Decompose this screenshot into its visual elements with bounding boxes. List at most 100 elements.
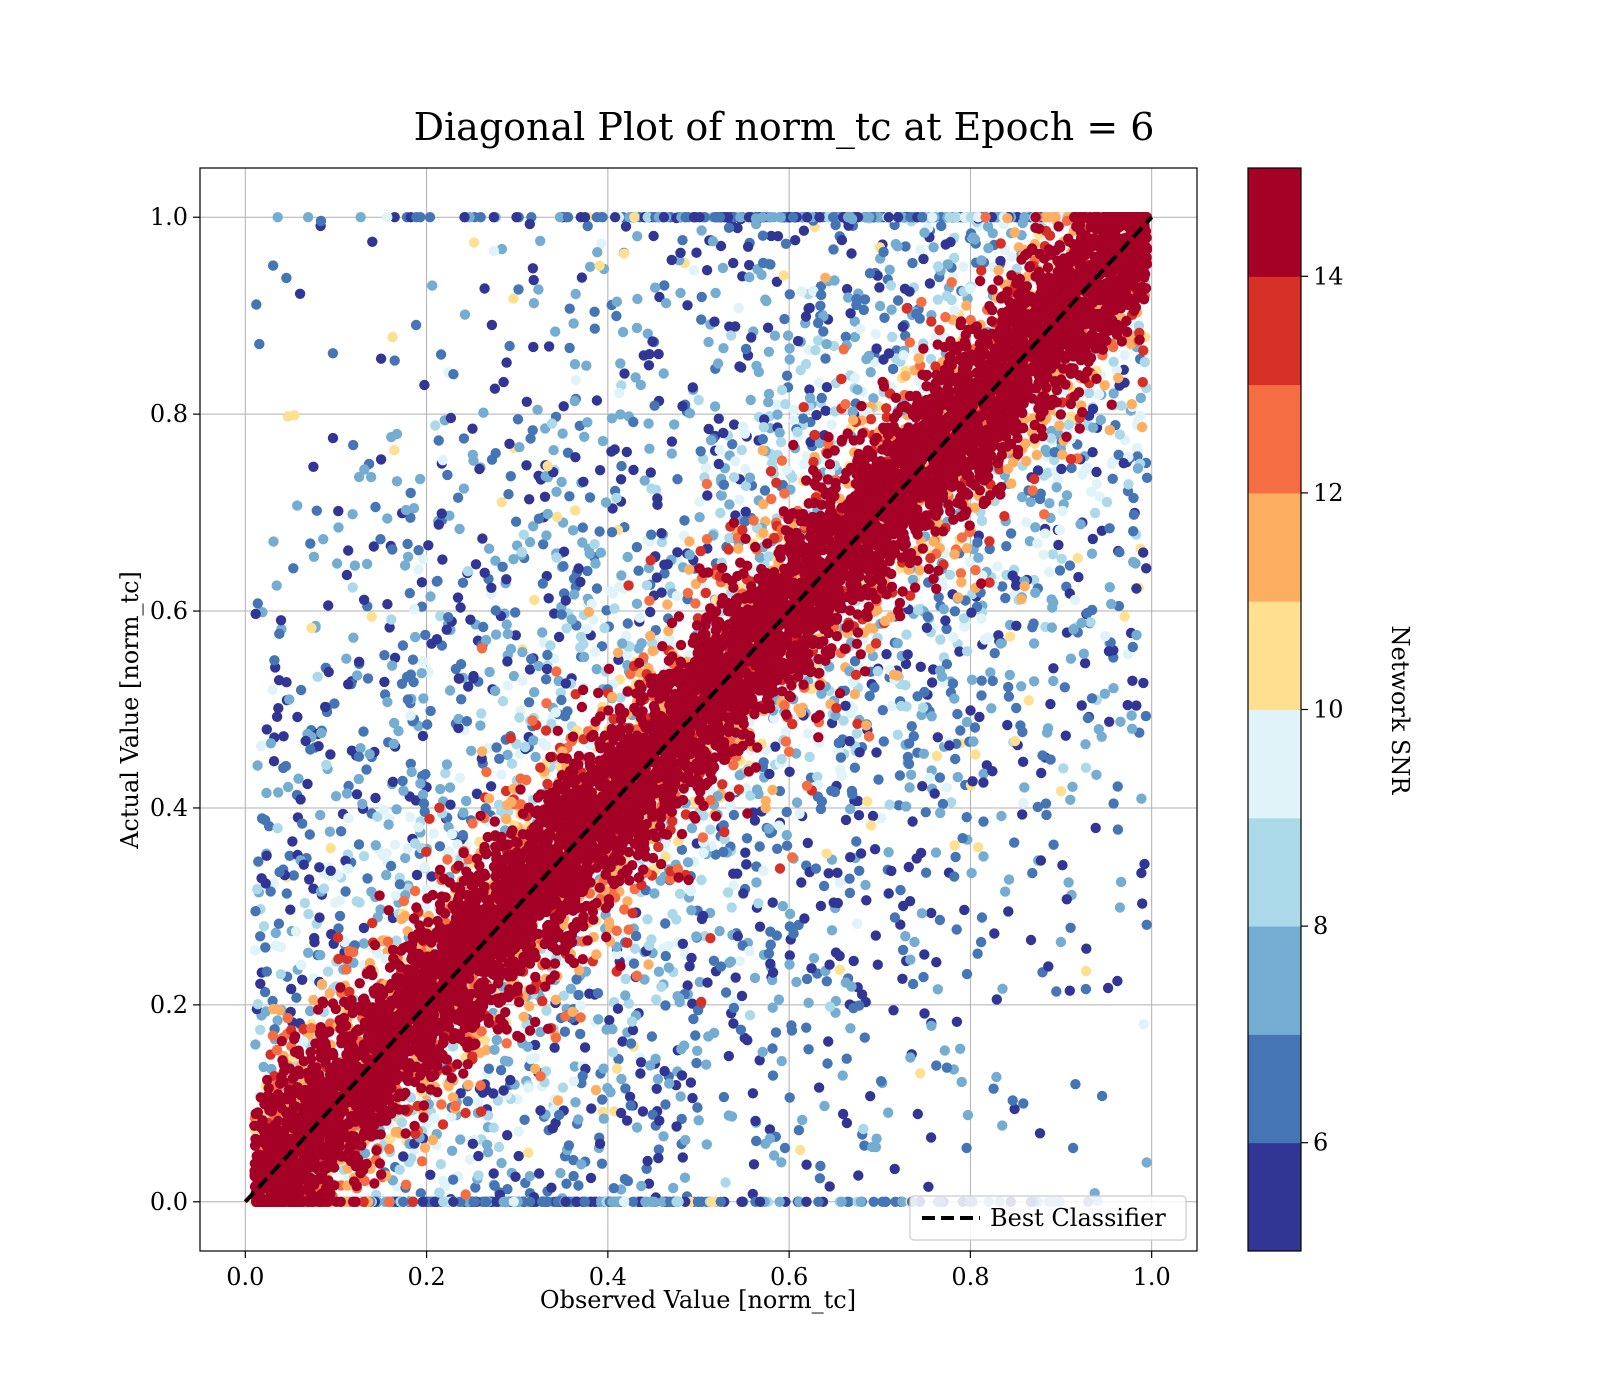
scatter-point [919, 227, 930, 238]
scatter-point [1087, 422, 1099, 433]
scatter-point [816, 392, 827, 404]
scatter-point [855, 848, 867, 859]
scatter-point [586, 1103, 597, 1114]
scatter-point [853, 810, 865, 821]
scatter-point [829, 275, 840, 286]
scatter-point [505, 643, 517, 655]
scatter-point [781, 829, 792, 841]
scatter-point [1114, 547, 1125, 558]
scatter-point [1118, 458, 1129, 469]
scatter-point [1030, 522, 1041, 533]
scatter-point [621, 446, 632, 458]
scatter-point [638, 350, 649, 361]
scatter-point [897, 944, 909, 956]
scatter-point [578, 476, 589, 487]
scatter-point [1001, 541, 1012, 552]
scatter-point [325, 865, 336, 876]
scatter-point [716, 490, 727, 501]
scatter-point [435, 1159, 446, 1170]
scatter-point [1032, 538, 1043, 549]
scatter-point [353, 773, 364, 785]
scatter-point [746, 332, 757, 343]
scatter-point [321, 759, 332, 771]
scatter-point [797, 1114, 808, 1126]
scatter-point [935, 807, 946, 819]
scatter-point [330, 791, 342, 802]
scatter-point [607, 1047, 619, 1058]
scatter-point [254, 338, 265, 350]
scatter-point [794, 808, 805, 819]
scatter-point [1025, 496, 1036, 508]
scatter-point [991, 994, 1002, 1005]
scatter-point [1018, 1098, 1029, 1109]
scatter-point [575, 1028, 586, 1040]
scatter-point [871, 1133, 882, 1144]
scatter-point [862, 796, 873, 807]
scatter-point [416, 668, 427, 679]
scatter-point [677, 401, 688, 412]
scatter-point [684, 961, 695, 972]
scatter-point [273, 787, 284, 798]
scatter-point [865, 367, 876, 378]
scatter-point [713, 458, 724, 470]
scatter-point [1107, 473, 1118, 484]
scatter-point [667, 908, 678, 920]
scatter-point [845, 308, 856, 319]
scatter-point [298, 859, 309, 870]
scatter-point [765, 939, 776, 951]
scatter-point [497, 696, 509, 707]
scatter-point [684, 883, 696, 894]
scatter-point [706, 1196, 717, 1208]
scatter-point [826, 419, 837, 430]
scatter-point [845, 803, 856, 815]
scatter-point [934, 665, 946, 676]
scatter-point [275, 615, 287, 626]
scatter-point [435, 610, 446, 622]
scatter-point [744, 946, 755, 957]
scatter-point [494, 753, 505, 764]
scatter-point [1011, 620, 1022, 631]
scatter-point [920, 867, 932, 878]
scatter-point [496, 497, 507, 508]
scatter-point [285, 904, 296, 915]
scatter-point [452, 492, 464, 503]
scatter-point [737, 1196, 748, 1208]
scatter-point [854, 324, 866, 335]
scatter-point [892, 729, 903, 740]
scatter-point [770, 1027, 782, 1038]
scatter-point [763, 346, 775, 357]
scatter-point [815, 900, 827, 912]
scatter-point [1000, 886, 1011, 897]
scatter-point [679, 1172, 691, 1183]
scatter-point [343, 812, 354, 824]
scatter-point [252, 760, 263, 771]
scatter-point [773, 820, 785, 831]
scatter-point [486, 454, 498, 465]
scatter-point [851, 728, 862, 739]
scatter-point [628, 416, 639, 428]
scatter-point [666, 436, 678, 447]
scatter-point [502, 1130, 513, 1141]
scatter-point [1059, 682, 1071, 693]
scatter-point [504, 340, 515, 352]
scatter-point [324, 988, 335, 999]
scatter-point [1003, 906, 1014, 917]
scatter-point [535, 235, 546, 247]
scatter-point [1099, 380, 1110, 391]
scatter-point [968, 736, 979, 747]
scatter-point [804, 302, 815, 314]
scatter-point [948, 632, 959, 643]
scatter-point [308, 461, 319, 472]
scatter-point [445, 412, 457, 424]
scatter-point [524, 1171, 535, 1182]
scatter-point [273, 703, 284, 714]
scatter-point [1080, 965, 1092, 977]
scatter-point [890, 238, 901, 250]
scatter-point [532, 404, 543, 415]
scatter-point [292, 500, 303, 511]
scatter-point [777, 900, 788, 912]
scatter-point [1019, 212, 1030, 223]
scatter-point [1018, 797, 1029, 809]
scatter-point [824, 959, 835, 970]
scatter-point [417, 789, 429, 800]
